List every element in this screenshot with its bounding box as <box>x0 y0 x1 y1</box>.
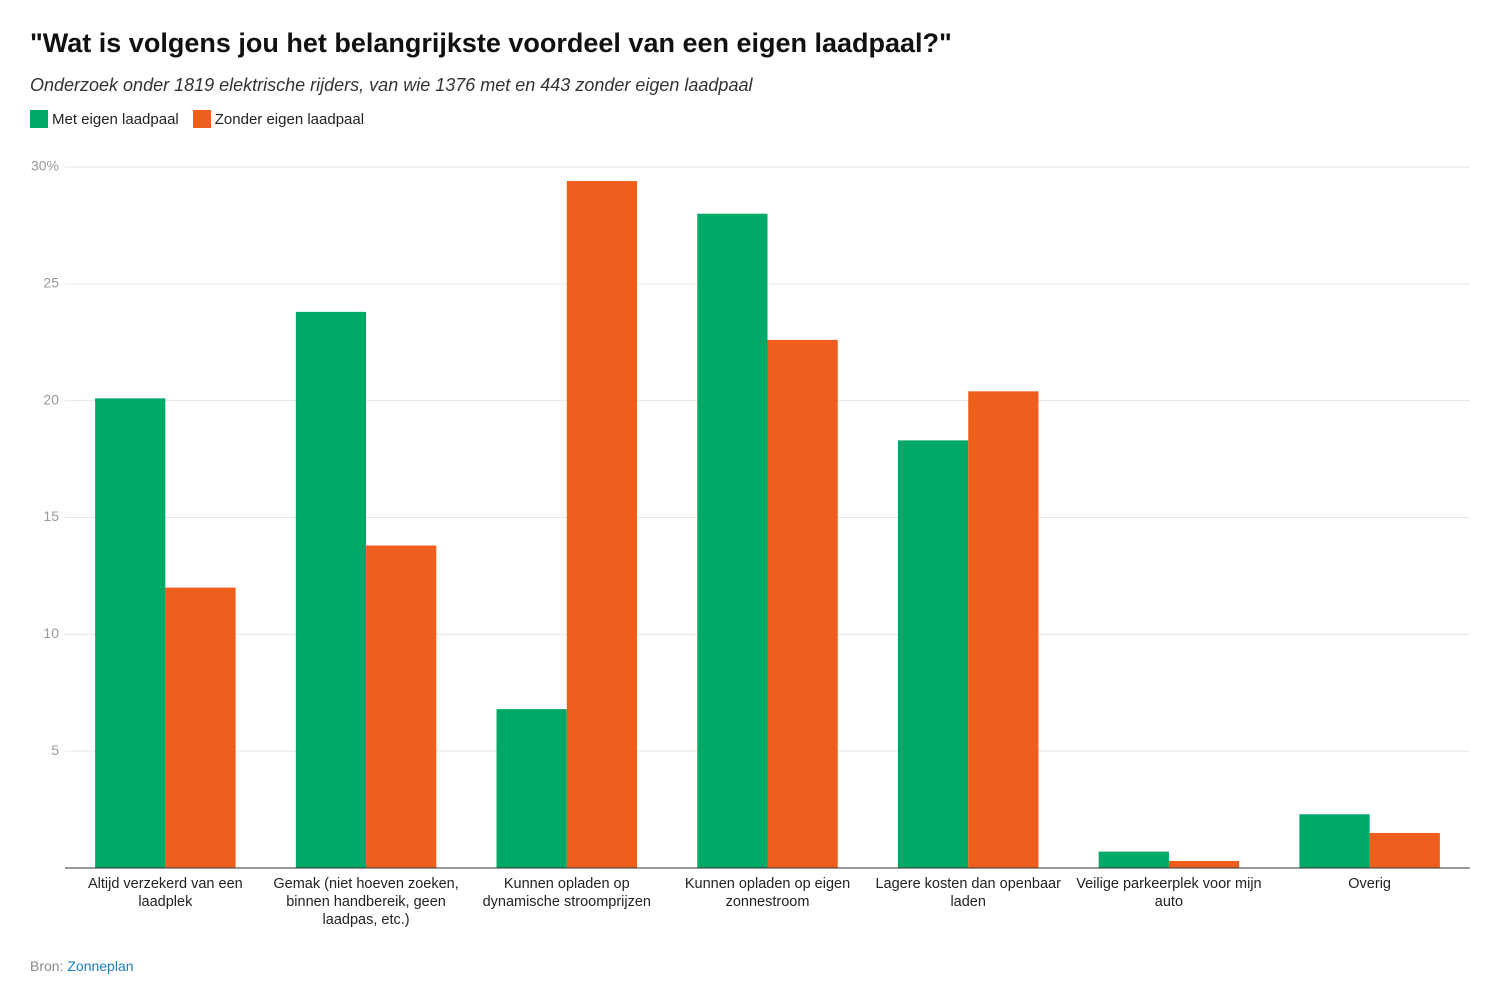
bar <box>295 311 367 869</box>
bar <box>95 398 166 868</box>
x-tick-label: Gemak (niet hoeven zoeken, binnen handbe… <box>273 876 459 928</box>
source: Bron: Zonneplan <box>30 958 134 974</box>
legend: Met eigen laadpaal Zonder eigen laadpaal <box>30 110 364 128</box>
legend-label: Zonder eigen laadpaal <box>214 110 365 128</box>
bar <box>1168 860 1240 868</box>
legend-item: Met eigen laadpaal <box>30 110 179 128</box>
y-tick-label: 25 <box>43 275 59 291</box>
x-tick-label: Overig <box>1348 876 1391 892</box>
y-tick-label: 30% <box>31 158 59 174</box>
y-tick-label: 10 <box>43 625 59 641</box>
x-tick-label: Lagere kosten dan openbaar laden <box>875 876 1061 910</box>
bar <box>1369 832 1440 868</box>
legend-item: Zonder eigen laadpaal <box>192 110 365 128</box>
legend-label: Met eigen laadpaal <box>52 110 179 128</box>
legend-swatch <box>30 110 48 128</box>
y-tick-label: 20 <box>43 391 59 407</box>
bar <box>566 181 638 868</box>
x-tick-label: Kunnen opladen op eigen zonnestroom <box>684 876 851 910</box>
legend-swatch <box>192 110 211 128</box>
bar <box>496 709 567 868</box>
source-label: Bron: <box>30 958 64 974</box>
bar <box>697 213 768 868</box>
x-tick-label: Altijd verzekerd van een laadplek <box>87 876 243 910</box>
bar <box>1299 814 1370 868</box>
chart-title: "Wat is volgens jou het belangrijkste vo… <box>30 28 952 58</box>
x-tick-label: Kunnen opladen op dynamische stroomprijz… <box>482 876 651 910</box>
source-link[interactable]: Zonneplan <box>67 958 134 974</box>
bar <box>366 545 437 868</box>
x-tick-label: Veilige parkeerplek voor mijn auto <box>1076 876 1262 910</box>
bar <box>968 391 1039 868</box>
y-tick-label: 5 <box>51 742 59 758</box>
bar <box>897 440 969 868</box>
bar <box>1098 851 1169 868</box>
bar <box>165 587 236 868</box>
bar <box>767 339 838 868</box>
y-tick-label: 15 <box>43 508 59 524</box>
chart-subtitle: Onderzoek onder 1819 elektrische rijders… <box>30 75 753 95</box>
